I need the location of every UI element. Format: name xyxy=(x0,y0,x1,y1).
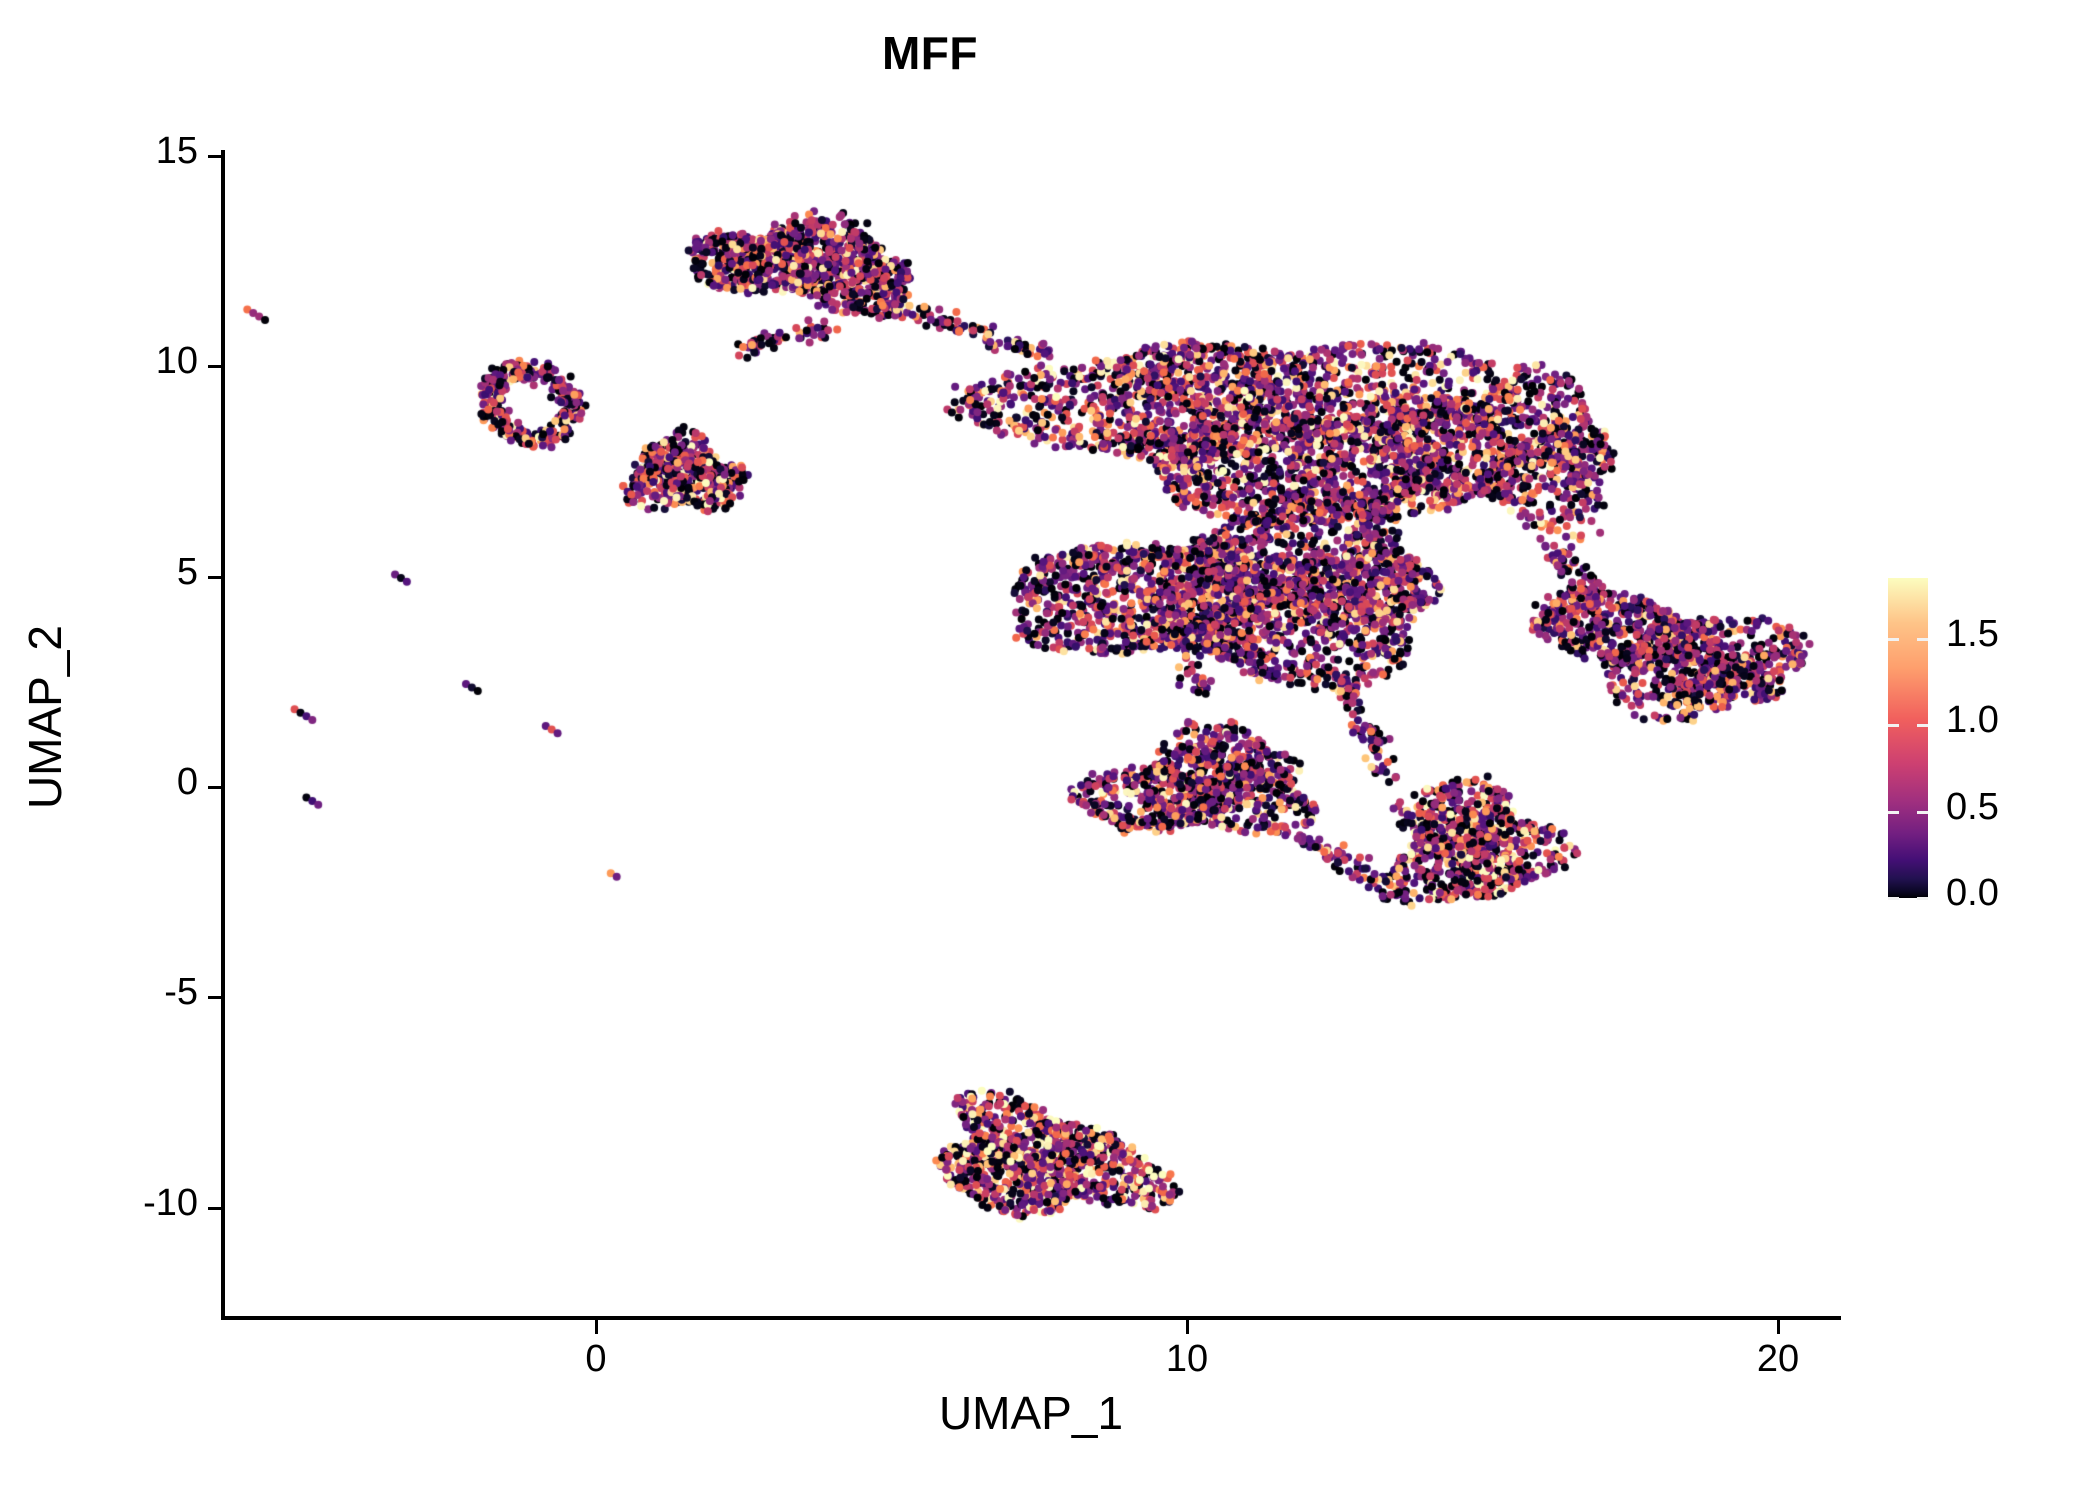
y-axis-tick-mark xyxy=(208,365,222,369)
colorbar-gradient xyxy=(1888,578,1928,898)
y-axis-tick-mark xyxy=(208,154,222,158)
y-axis-tick-mark xyxy=(208,786,222,789)
colorbar-tick-mark xyxy=(1917,810,1928,814)
y-axis-tick-label: -10 xyxy=(143,1181,198,1224)
y-axis-tick-mark xyxy=(208,996,222,1000)
colorbar-legend xyxy=(1888,578,1928,898)
y-axis-title: UMAP_2 xyxy=(19,624,71,810)
colorbar-tick-mark xyxy=(1888,897,1899,900)
colorbar-tick-mark xyxy=(1888,724,1899,728)
x-axis-tick-label: 20 xyxy=(1756,1338,1800,1380)
y-axis-tick-mark xyxy=(208,1206,222,1210)
y-axis-line xyxy=(221,150,225,1320)
x-axis-tick-mark xyxy=(1777,1320,1780,1334)
colorbar-tick-mark xyxy=(1888,637,1899,641)
colorbar-tick-label: 1.5 xyxy=(1946,612,1999,655)
y-axis-tick-label: 10 xyxy=(155,340,198,383)
y-axis-tick-mark xyxy=(208,575,222,579)
colorbar-tick-mark xyxy=(1888,810,1899,814)
x-axis-title: UMAP_1 xyxy=(938,1387,1124,1439)
colorbar-tick-label: 0.0 xyxy=(1946,872,1999,914)
x-axis-tick-label: 10 xyxy=(1165,1338,1209,1380)
x-axis-tick-label: 0 xyxy=(585,1338,607,1380)
colorbar-tick-mark xyxy=(1917,897,1928,900)
colorbar-tick-label: 1.0 xyxy=(1946,699,1999,742)
colorbar-tick-mark xyxy=(1917,637,1928,641)
x-axis-line xyxy=(221,1316,1841,1320)
y-axis-tick-label: -5 xyxy=(164,971,198,1014)
colorbar-tick-mark xyxy=(1917,724,1928,728)
x-axis-tick-mark xyxy=(1186,1320,1189,1334)
y-axis-tick-label: 5 xyxy=(176,550,198,593)
y-axis-tick-label: 15 xyxy=(155,129,198,172)
y-axis-tick-label: 0 xyxy=(176,761,198,803)
x-axis-tick-mark xyxy=(595,1320,598,1334)
colorbar-tick-label: 0.5 xyxy=(1946,785,1999,828)
